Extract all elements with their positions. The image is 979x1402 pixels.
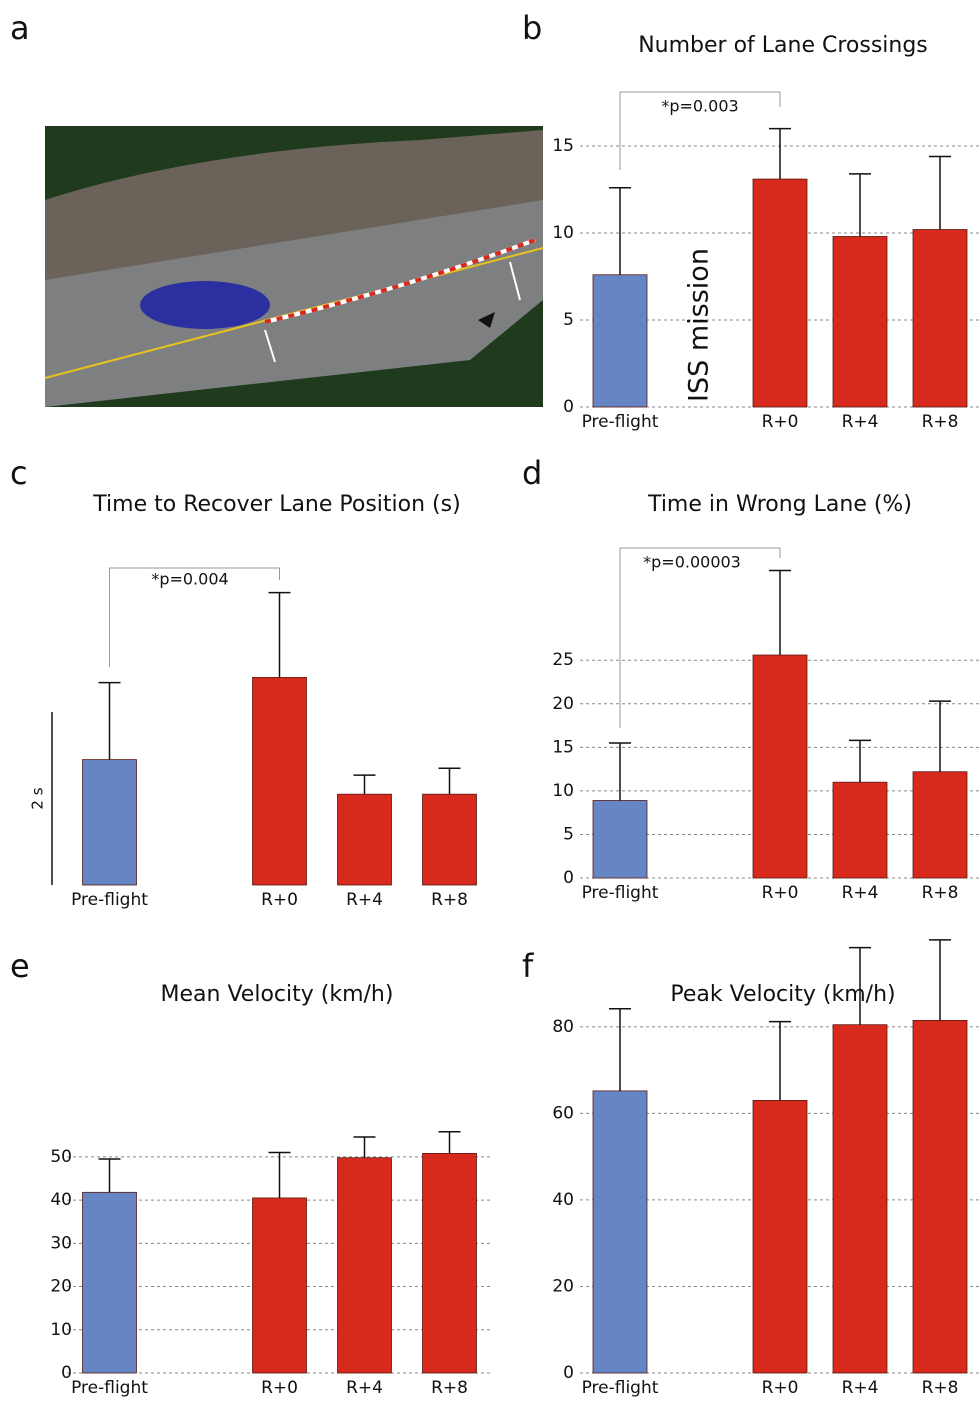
chart-title: Mean Velocity (km/h)	[161, 982, 394, 1007]
y-tick-label: 15	[552, 737, 574, 757]
y-tick-label: 5	[563, 824, 574, 844]
y-tick-label: 5	[563, 310, 574, 330]
x-tick-label: Pre-flight	[582, 883, 659, 903]
x-tick-label: R+4	[842, 883, 879, 903]
y-tick-label: 10	[50, 1320, 72, 1340]
bar	[253, 677, 307, 885]
scale-bar-label: 2 s	[29, 787, 47, 809]
y-tick-label: 0	[563, 868, 574, 888]
y-tick-label: 10	[552, 223, 574, 243]
y-tick-label: 10	[552, 781, 574, 801]
annotation: *p=0.003	[661, 97, 738, 116]
annotation: *p=0.00003	[643, 553, 741, 572]
x-tick-label: R+8	[431, 890, 468, 910]
x-tick-label: R+8	[922, 883, 959, 903]
bar	[753, 179, 807, 407]
annotation: *p=0.004	[151, 570, 228, 589]
x-tick-label: R+0	[762, 1378, 799, 1398]
y-tick-label: 30	[50, 1233, 72, 1253]
driving-scene	[45, 126, 543, 407]
y-tick-label: 50	[50, 1147, 72, 1167]
chart-title: Time in Wrong Lane (%)	[647, 492, 912, 517]
panel-letter: e	[10, 947, 30, 985]
y-tick-label: 40	[50, 1190, 72, 1210]
chart-title: Number of Lane Crossings	[638, 33, 928, 58]
bar	[83, 760, 137, 885]
y-tick-label: 20	[552, 1276, 574, 1296]
bar	[833, 782, 887, 878]
bar	[753, 1100, 807, 1373]
bar	[338, 794, 392, 885]
bar	[833, 1025, 887, 1373]
x-tick-label: Pre-flight	[71, 1378, 148, 1398]
y-tick-label: 0	[563, 397, 574, 417]
bar	[423, 794, 477, 885]
bar	[593, 275, 647, 407]
car	[140, 281, 270, 329]
x-tick-label: R+8	[922, 412, 959, 432]
x-tick-label: R+0	[261, 1378, 298, 1398]
bar	[753, 655, 807, 878]
panel-letter: d	[522, 454, 542, 492]
x-tick-label: R+8	[922, 1378, 959, 1398]
bar	[913, 1020, 967, 1373]
x-tick-label: R+0	[762, 883, 799, 903]
y-tick-label: 80	[552, 1017, 574, 1037]
chart-title: Time to Recover Lane Position (s)	[92, 492, 460, 517]
bar	[913, 772, 967, 878]
y-tick-label: 15	[552, 136, 574, 156]
bar	[913, 230, 967, 407]
bar	[593, 1091, 647, 1373]
bar	[253, 1198, 307, 1373]
x-tick-label: R+4	[842, 1378, 879, 1398]
x-tick-label: Pre-flight	[582, 412, 659, 432]
panel-letter: a	[10, 9, 30, 47]
chart-title: Peak Velocity (km/h)	[670, 982, 895, 1007]
y-tick-label: 40	[552, 1190, 574, 1210]
x-tick-label: R+4	[842, 412, 879, 432]
y-tick-label: 20	[50, 1277, 72, 1297]
x-tick-label: R+4	[346, 890, 383, 910]
bar	[83, 1192, 137, 1373]
gap-label: ISS mission	[684, 248, 715, 402]
y-tick-label: 20	[552, 694, 574, 714]
x-tick-label: Pre-flight	[582, 1378, 659, 1398]
y-tick-label: 60	[552, 1103, 574, 1123]
y-tick-label: 25	[552, 650, 574, 670]
bar	[338, 1158, 392, 1373]
bar	[593, 800, 647, 878]
x-tick-label: R+0	[261, 890, 298, 910]
figure: a b Number of Lane Crossings 0 5 10 15 Pre-fli…	[0, 0, 979, 1402]
y-tick-label: 0	[563, 1363, 574, 1383]
x-tick-label: R+4	[346, 1378, 383, 1398]
bar	[833, 236, 887, 407]
panel-letter: f	[522, 947, 534, 985]
x-tick-label: R+0	[762, 412, 799, 432]
panel-letter: b	[522, 9, 542, 47]
bar	[423, 1153, 477, 1373]
x-tick-label: Pre-flight	[71, 890, 148, 910]
panel-letter: c	[10, 454, 28, 492]
x-tick-label: R+8	[431, 1378, 468, 1398]
